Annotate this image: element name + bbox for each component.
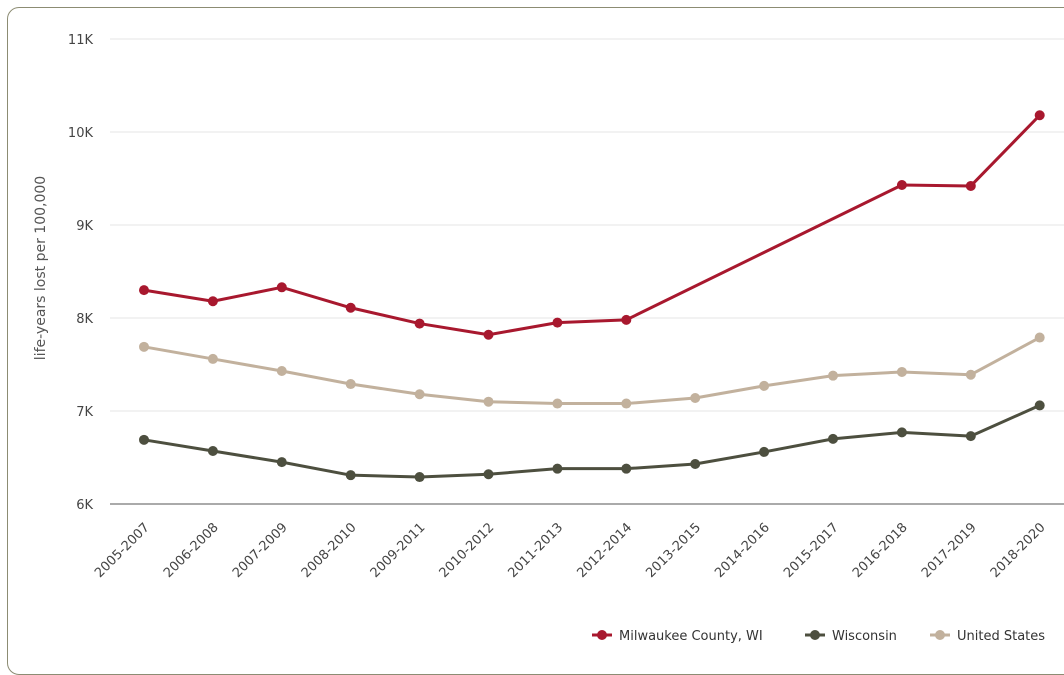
series-line bbox=[142, 336, 1042, 406]
data-point[interactable] bbox=[207, 445, 218, 456]
data-point[interactable] bbox=[896, 366, 907, 377]
data-point[interactable] bbox=[1034, 332, 1045, 343]
data-point[interactable] bbox=[552, 463, 563, 474]
legend-swatch-marker bbox=[597, 630, 607, 640]
y-tick-label: 6K bbox=[76, 498, 93, 513]
y-tick-label: 10K bbox=[68, 126, 94, 141]
x-tick-label: 2008-2010 bbox=[299, 520, 360, 581]
series-0 bbox=[139, 110, 1045, 340]
gridlines bbox=[110, 38, 1064, 505]
chart-frame bbox=[7, 7, 1064, 675]
data-point[interactable] bbox=[690, 392, 701, 403]
legend-item[interactable]: Milwaukee County, WI bbox=[592, 629, 763, 644]
data-point[interactable] bbox=[621, 398, 632, 409]
series-1 bbox=[139, 400, 1045, 483]
y-tick-label: 9K bbox=[76, 219, 93, 234]
legend[interactable]: Milwaukee County, WI Wisconsin United Stat… bbox=[592, 629, 1045, 644]
data-point[interactable] bbox=[896, 180, 907, 191]
data-point[interactable] bbox=[1034, 400, 1045, 411]
data-point[interactable] bbox=[552, 317, 563, 328]
data-point[interactable] bbox=[276, 282, 287, 293]
data-point[interactable] bbox=[207, 296, 218, 307]
x-tick-label: 2007-2009 bbox=[230, 520, 291, 581]
legend-label: Milwaukee County, WI bbox=[619, 629, 763, 644]
data-point[interactable] bbox=[621, 314, 632, 325]
x-tick-label: 2013-2015 bbox=[643, 520, 704, 581]
legend-label: United States bbox=[957, 629, 1045, 644]
x-tick-label: 2005-2007 bbox=[92, 520, 153, 581]
data-point[interactable] bbox=[828, 370, 838, 381]
data-point[interactable] bbox=[621, 463, 632, 474]
data-point[interactable] bbox=[483, 396, 494, 407]
x-tick-label: 2011-2013 bbox=[506, 520, 567, 581]
x-tick-label: 2006-2008 bbox=[161, 520, 222, 581]
data-point[interactable] bbox=[690, 459, 701, 470]
data-point[interactable] bbox=[759, 380, 770, 391]
x-tick-label: 2016-2018 bbox=[850, 520, 911, 581]
y-axis-ticks: 6K 7K 8K 9K 10K 11K bbox=[68, 33, 94, 513]
data-point[interactable] bbox=[139, 285, 149, 296]
data-point[interactable] bbox=[276, 366, 287, 377]
x-tick-label: 2010-2012 bbox=[437, 520, 498, 581]
y-tick-label: 11K bbox=[68, 33, 94, 48]
data-point[interactable] bbox=[414, 472, 425, 483]
series-2 bbox=[139, 332, 1045, 409]
data-point[interactable] bbox=[759, 446, 770, 457]
data-point[interactable] bbox=[276, 457, 287, 468]
x-tick-label: 2018-2020 bbox=[988, 520, 1049, 581]
data-point[interactable] bbox=[139, 341, 149, 352]
data-point[interactable] bbox=[207, 353, 218, 364]
data-point[interactable] bbox=[896, 427, 907, 438]
data-point[interactable] bbox=[483, 329, 494, 340]
data-point[interactable] bbox=[414, 389, 425, 400]
data-point[interactable] bbox=[139, 434, 149, 445]
legend-item[interactable]: Wisconsin bbox=[805, 629, 897, 644]
legend-item[interactable]: United States bbox=[930, 629, 1045, 644]
legend-swatch-marker bbox=[935, 630, 945, 640]
legend-label: Wisconsin bbox=[832, 629, 897, 644]
data-point[interactable] bbox=[345, 302, 356, 313]
data-point[interactable] bbox=[828, 433, 838, 444]
y-tick-label: 7K bbox=[76, 405, 93, 420]
data-point[interactable] bbox=[345, 470, 356, 481]
y-axis-title: life-years lost per 100,000 bbox=[33, 176, 49, 360]
data-point[interactable] bbox=[965, 431, 976, 442]
series-lines bbox=[139, 110, 1045, 483]
data-point[interactable] bbox=[965, 180, 976, 191]
legend-swatch-marker bbox=[810, 630, 820, 640]
data-point[interactable] bbox=[552, 398, 563, 409]
series-line bbox=[142, 403, 1042, 479]
data-point[interactable] bbox=[1034, 110, 1045, 121]
x-axis-ticks: 2005-2007 2006-2008 2007-2009 2008-2010 2009… bbox=[92, 520, 1048, 581]
x-tick-label: 2009-2011 bbox=[368, 520, 429, 581]
y-tick-label: 8K bbox=[76, 312, 93, 327]
data-point[interactable] bbox=[345, 379, 356, 390]
data-point[interactable] bbox=[483, 469, 494, 480]
x-tick-label: 2017-2019 bbox=[919, 520, 980, 581]
x-tick-label: 2012-2014 bbox=[574, 520, 635, 581]
data-point[interactable] bbox=[414, 318, 425, 329]
x-tick-label: 2015-2017 bbox=[781, 520, 842, 581]
x-tick-label: 2014-2016 bbox=[712, 520, 773, 581]
data-point[interactable] bbox=[965, 369, 976, 380]
